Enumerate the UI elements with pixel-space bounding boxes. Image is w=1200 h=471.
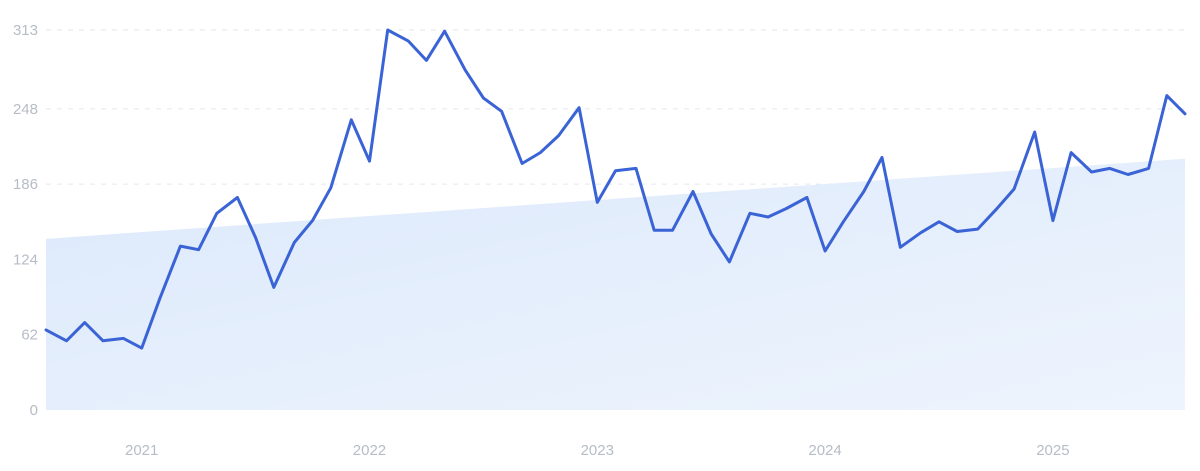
y-tick-label: 124 [13, 251, 38, 268]
x-tick-label: 2025 [1036, 442, 1069, 459]
y-tick-label: 186 [13, 176, 38, 193]
y-tick-label: 62 [21, 327, 38, 344]
series-line [44, 28, 1187, 350]
trend-area [46, 158, 1185, 410]
x-tick-label: 2022 [353, 442, 386, 459]
y-tick-label: 248 [13, 101, 38, 118]
y-tick-label: 313 [13, 22, 38, 39]
x-tick-label: 2021 [125, 442, 158, 459]
x-tick-label: 2023 [581, 442, 614, 459]
y-axis-ticks: 0 62 124 186 248 313 [13, 22, 38, 419]
y-tick-label: 0 [30, 402, 38, 419]
x-axis-ticks: 2021 2022 2023 2024 2025 [125, 442, 1070, 459]
x-tick-label: 2024 [808, 442, 841, 459]
